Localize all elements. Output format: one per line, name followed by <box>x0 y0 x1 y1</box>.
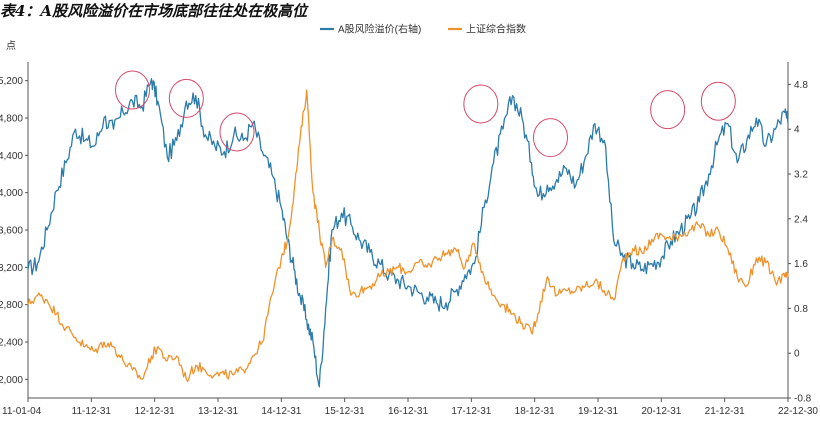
right-tick-label: 0.8 <box>794 304 808 315</box>
x-tick-label: 22-12-30 <box>778 406 818 417</box>
right-tick-label: 0 <box>794 349 800 360</box>
right-tick-label: 1.6 <box>794 259 808 270</box>
highlight-circle <box>700 81 736 121</box>
legend-label: A股风险溢价(右轴) <box>338 23 421 36</box>
left-tick-label: 4,800 <box>0 114 23 125</box>
legend: A股风险溢价(右轴) 上证综合指数 <box>320 23 526 36</box>
x-tick-label: 11-12-31 <box>72 406 112 417</box>
x-tick-label: 11-01-04 <box>2 406 42 417</box>
x-tick-label: 18-12-31 <box>515 406 555 417</box>
right-tick-label: -0.8 <box>794 394 812 405</box>
x-tick-label: 17-12-31 <box>451 406 491 417</box>
left-tick-label: 4,000 <box>0 188 23 199</box>
left-axis: 2,000 2,400 2,800 3,200 3,600 4,000 4,400 4,800… <box>0 62 29 398</box>
highlight-circle <box>650 90 686 130</box>
series-line-0 <box>27 78 789 388</box>
annotation-layer <box>115 70 736 158</box>
x-tick-label: 12-12-31 <box>135 406 175 417</box>
legend-label: 上证综合指数 <box>466 23 526 36</box>
series-layer <box>27 78 789 388</box>
x-tick-label: 14-12-31 <box>261 406 301 417</box>
highlight-circle <box>219 112 255 152</box>
right-tick-label: 4.8 <box>794 80 808 91</box>
series-line-1 <box>27 89 789 383</box>
right-tick-label: 2.4 <box>794 214 808 225</box>
x-tick-label: 20-12-31 <box>641 406 681 417</box>
left-tick-label: 2,400 <box>0 338 23 349</box>
x-tick-label: 15-12-31 <box>325 406 365 417</box>
left-axis-unit: 点 <box>6 40 16 52</box>
x-tick-label: 19-12-31 <box>578 406 618 417</box>
highlight-circle <box>115 70 150 110</box>
right-axis: -0.8 0 0.8 1.6 2.4 3.2 4 4.8 <box>787 62 812 405</box>
highlight-circle <box>533 118 568 158</box>
chart-title: 表4：A股风险溢价在市场底部往往处在极高位 <box>0 2 308 20</box>
left-tick-label: 2,000 <box>0 375 23 386</box>
x-tick-label: 16-12-31 <box>388 406 428 417</box>
left-tick-label: 3,600 <box>0 226 23 237</box>
right-tick-label: 3.2 <box>794 170 808 181</box>
x-axis: 11-01-04 11-12-31 12-12-31 13-12-31 14-12-31… <box>2 397 818 417</box>
left-tick-label: 5,200 <box>0 76 23 87</box>
highlight-circle <box>463 84 499 124</box>
left-tick-label: 3,200 <box>0 263 23 274</box>
right-tick-label: 4 <box>794 125 800 136</box>
x-tick-label: 13-12-31 <box>198 406 238 417</box>
left-tick-label: 4,400 <box>0 151 23 162</box>
highlight-circle <box>168 78 204 118</box>
left-tick-label: 2,800 <box>0 300 23 311</box>
x-tick-label: 21-12-31 <box>705 406 745 417</box>
